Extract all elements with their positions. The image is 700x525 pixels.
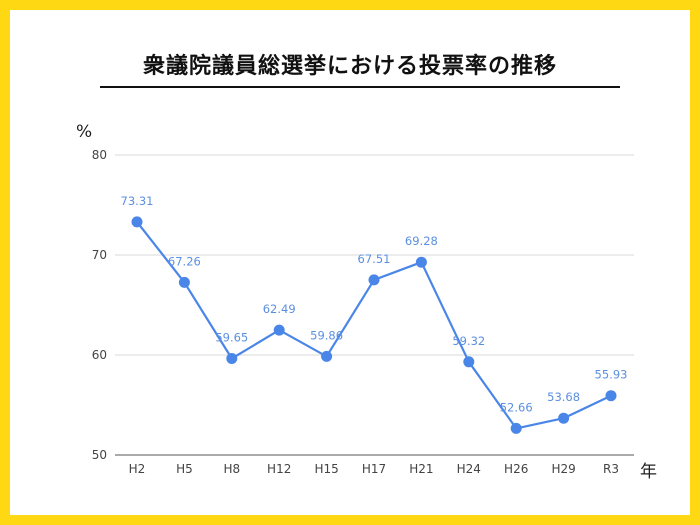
data-label: 73.31 bbox=[121, 194, 154, 208]
y-tick-label: 60 bbox=[92, 348, 107, 362]
x-tick-label: H29 bbox=[551, 462, 575, 476]
y-axis-ticks: 50 60 70 80 bbox=[92, 148, 107, 462]
data-point bbox=[273, 324, 285, 336]
data-label: 55.93 bbox=[595, 368, 628, 382]
data-point bbox=[131, 216, 143, 228]
x-tick-label: H2 bbox=[129, 462, 146, 476]
data-label: 69.28 bbox=[405, 234, 438, 248]
data-label: 53.68 bbox=[547, 390, 580, 404]
data-point bbox=[558, 412, 570, 424]
x-tick-label: H24 bbox=[457, 462, 481, 476]
y-tick-label: 50 bbox=[92, 448, 107, 462]
chart-card bbox=[10, 10, 690, 515]
y-tick-label: 70 bbox=[92, 248, 107, 262]
data-labels: 73.31 67.26 59.65 62.49 59.86 67.51 69.28 59.32… bbox=[121, 194, 628, 415]
data-point bbox=[605, 390, 617, 402]
data-label: 59.65 bbox=[215, 331, 248, 345]
x-tick-label: H21 bbox=[409, 462, 433, 476]
data-points bbox=[131, 216, 617, 434]
data-point bbox=[321, 350, 333, 362]
data-point bbox=[463, 356, 475, 368]
x-tick-label: H17 bbox=[362, 462, 386, 476]
data-label: 52.66 bbox=[500, 400, 533, 414]
title-underline bbox=[100, 86, 620, 88]
x-tick-label: H5 bbox=[176, 462, 193, 476]
x-tick-label: H8 bbox=[223, 462, 240, 476]
x-axis-unit: 年 bbox=[640, 462, 657, 482]
data-point bbox=[415, 256, 427, 268]
data-label: 59.32 bbox=[452, 334, 485, 348]
y-tick-label: 80 bbox=[92, 148, 107, 162]
data-point bbox=[178, 276, 190, 288]
y-axis-unit: % bbox=[76, 122, 92, 142]
x-tick-label: H15 bbox=[314, 462, 338, 476]
x-tick-label: H12 bbox=[267, 462, 291, 476]
data-point bbox=[226, 353, 238, 364]
gridlines bbox=[115, 154, 634, 456]
data-point bbox=[368, 274, 380, 286]
data-label: 67.26 bbox=[168, 254, 201, 268]
x-tick-label: H26 bbox=[504, 462, 528, 476]
data-label: 67.51 bbox=[358, 252, 391, 266]
chart-title: 衆議院議員総選挙における投票率の推移 bbox=[142, 54, 557, 79]
x-tick-label: R3 bbox=[603, 462, 619, 476]
data-label: 59.86 bbox=[310, 328, 343, 342]
data-point bbox=[510, 422, 522, 434]
x-axis-ticks: H2 H5 H8 H12 H15 H17 H21 H24 H26 H29 R3 bbox=[129, 462, 619, 476]
data-label: 62.49 bbox=[263, 302, 296, 316]
